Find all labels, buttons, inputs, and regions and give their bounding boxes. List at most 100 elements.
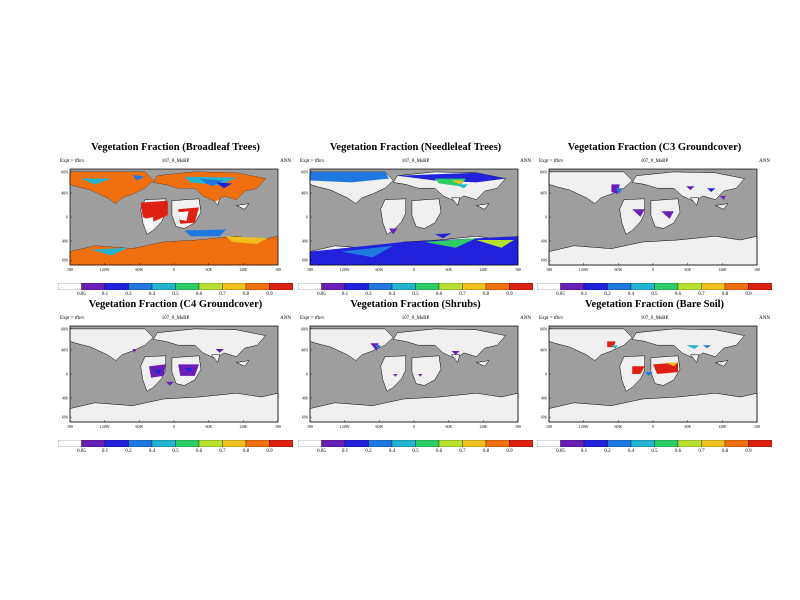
lon-label: 60E	[445, 267, 452, 272]
panel-title: Vegetation Fraction (Bare Soil)	[584, 299, 725, 310]
map: 60N 40N 0 40S 60S 180 120W 60W 0 60E 120E 180	[540, 325, 760, 429]
colorbar-tick-label: 0.9	[266, 449, 273, 454]
vegetation-region	[653, 362, 678, 374]
vegetation-region	[644, 372, 653, 376]
lon-label: 180	[67, 424, 73, 429]
colorbar-swatch	[151, 283, 176, 290]
vegetation-region	[686, 345, 699, 349]
colorbar-tick-label: 0.9	[745, 292, 752, 297]
panel-shrubs: Vegetation Fraction (Shrubs) Expt = tfhr…	[298, 299, 533, 469]
colorbar-swatch	[321, 283, 346, 290]
colorbar-swatch	[344, 440, 369, 447]
colorbar-tick-label: 0.4	[388, 292, 396, 297]
panel-c4-groundcover: Vegetation Fraction (C4 Groundcover) Exp…	[58, 299, 293, 469]
vegetation-region	[424, 238, 477, 248]
lon-label: 120W	[579, 267, 589, 272]
vegetation-region	[215, 182, 233, 189]
colorbar-tick-label: 0.5	[651, 292, 658, 297]
land-seAsia	[475, 203, 490, 210]
lon-label: 60W	[614, 267, 622, 272]
vegetation-region	[226, 236, 268, 244]
lat-label: 0	[545, 372, 547, 377]
colorbar	[537, 283, 772, 290]
lon-label: 180	[546, 267, 552, 272]
lat-label: 60S	[62, 258, 68, 263]
panel-title: Vegetation Fraction (Broadleaf Trees)	[91, 142, 260, 153]
vegetation-region	[389, 228, 398, 235]
lon-label: 120W	[340, 424, 350, 429]
map: 60N 40N 0 40S 60S 180 120W 60W 0 60E 120E 180	[61, 325, 281, 429]
panel-title: Vegetation Fraction (C3 Groundcover)	[567, 142, 742, 153]
vegetation-region	[455, 184, 469, 189]
colorbar-swatch	[630, 283, 655, 290]
colorbar-swatch	[438, 440, 463, 447]
land-seAsia	[235, 203, 250, 210]
land-india	[210, 354, 221, 364]
colorbar-swatch	[748, 440, 772, 447]
land-india	[450, 197, 461, 207]
lat-label: 0	[306, 215, 308, 220]
vegetation-region	[661, 211, 674, 219]
expt-label: Expt = tfhrv	[539, 159, 564, 164]
colorbar-swatch	[391, 440, 416, 447]
season-label: ANN	[520, 159, 531, 164]
lon-label: 180	[754, 424, 760, 429]
colorbar-swatch	[344, 283, 369, 290]
colorbar-swatch	[245, 440, 270, 447]
lat-label: 40S	[62, 396, 68, 401]
colorbar-swatch	[321, 440, 346, 447]
panel-title: Vegetation Fraction (Needleleaf Trees)	[329, 142, 502, 153]
colorbar-swatch	[583, 283, 608, 290]
colorbar-tick-label: 0.9	[745, 449, 752, 454]
lon-label: 0	[652, 424, 654, 429]
lat-label: 40S	[302, 396, 308, 401]
lat-label: 60N	[61, 326, 68, 331]
colorbar-swatch	[509, 440, 533, 447]
lon-label: 0	[173, 424, 175, 429]
lon-label: 180	[275, 424, 281, 429]
colorbar-tick-label: 0.05	[556, 449, 565, 454]
lat-label: 60N	[540, 326, 547, 331]
colorbar-swatch	[537, 283, 561, 290]
colorbar-tick-label: 0.8	[721, 449, 729, 454]
expt-label: Expt = tfhrv	[300, 316, 325, 321]
colorbar-swatch	[560, 440, 585, 447]
colorbar-swatch	[391, 283, 416, 290]
land-seAsia	[714, 203, 729, 210]
lat-label: 0	[545, 215, 547, 220]
vegetation-region	[310, 171, 389, 183]
lon-label: 0	[173, 267, 175, 272]
colorbar-labels: 0.05 0.1 0.2 0.4 0.5 0.6 0.7 0.8 0.9	[298, 449, 533, 457]
land-eurasia	[152, 328, 266, 359]
lon-label: 180	[275, 267, 281, 272]
colorbar-swatch	[630, 440, 655, 447]
land-southAmerica	[380, 355, 406, 392]
lat-label: 60S	[541, 415, 547, 420]
land-northAmerica	[309, 328, 394, 361]
panel-title: Vegetation Fraction (Shrubs)	[350, 299, 481, 310]
lon-label: 60E	[684, 424, 691, 429]
lat-label: 60S	[302, 258, 308, 263]
colorbar-swatch	[537, 440, 561, 447]
colorbar-tick-label: 0.2	[365, 449, 372, 454]
land-northAmerica	[69, 328, 154, 361]
colorbar-swatch	[269, 283, 293, 290]
colorbar-swatch	[128, 283, 153, 290]
colorbar-tick-label: 0.6	[435, 449, 443, 454]
colorbar-tick-label: 0.05	[556, 292, 565, 297]
vegetation-region	[132, 174, 145, 181]
lat-label: 40N	[61, 348, 68, 353]
lat-label: 40S	[62, 239, 68, 244]
lon-label: 120E	[479, 267, 488, 272]
colorbar	[58, 440, 293, 447]
lat-label: 60S	[541, 258, 547, 263]
colorbar-swatch	[607, 440, 632, 447]
lat-label: 60S	[62, 415, 68, 420]
vegetation-region	[184, 368, 193, 373]
colorbar-tick-label: 0.2	[604, 449, 611, 454]
lon-label: 0	[413, 424, 415, 429]
colorbar-tick-label: 0.2	[125, 292, 132, 297]
colorbar-tick-label: 0.5	[412, 449, 419, 454]
lon-label: 0	[652, 267, 654, 272]
land-eurasia	[392, 328, 506, 359]
